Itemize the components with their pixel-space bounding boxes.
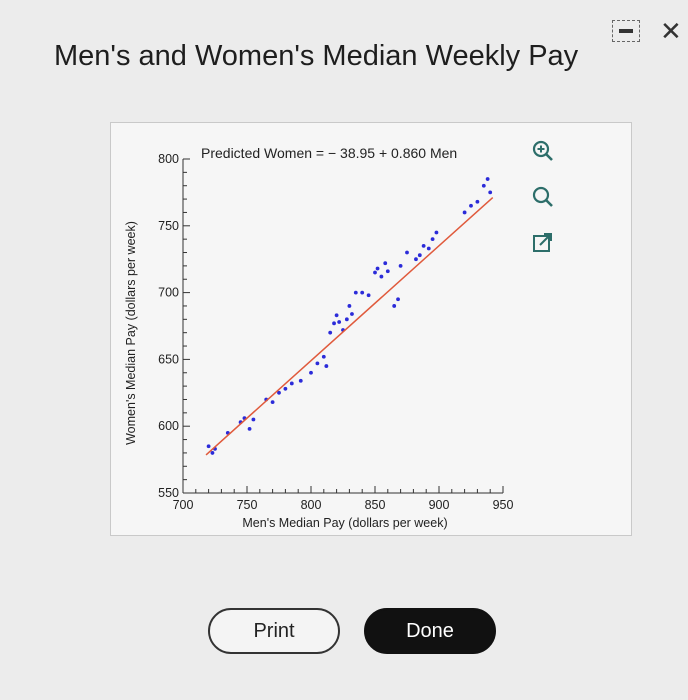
expand-button[interactable] [531,231,557,257]
data-point [375,266,380,271]
x-tick-label: 800 [301,498,322,512]
y-tick-label: 800 [158,152,179,166]
x-axis-label: Men's Median Pay (dollars per week) [242,516,447,530]
data-point [405,250,409,255]
y-tick-label: 600 [158,419,179,433]
data-point [328,330,333,335]
data-point [321,354,326,359]
data-point [488,190,493,195]
close-button[interactable]: ✕ [660,18,682,44]
expand-icon [533,233,552,252]
data-point [430,237,435,242]
data-point [379,274,384,279]
close-icon: ✕ [660,16,682,46]
zoom-in-icon [532,140,553,161]
data-point [309,370,313,375]
y-tick-label: 550 [158,486,179,500]
data-point [469,203,473,208]
data-point [350,312,354,316]
y-tick-label: 650 [158,352,179,366]
zoom-out-icon [532,186,553,207]
scatter-chart: 700 750 800 850 900 950 550 600 650 700 750 800 Pre… [124,145,513,530]
data-point [366,293,371,298]
data-point [398,263,403,268]
data-point [485,177,490,181]
data-point [289,381,294,386]
done-button[interactable]: Done [364,608,496,654]
data-point [332,321,336,326]
minimize-icon [619,29,633,33]
data-point [344,317,349,322]
data-point [315,361,320,366]
data-point [396,297,400,302]
x-tick-label: 750 [237,498,258,512]
data-point [210,451,215,455]
data-point [373,270,377,275]
y-tick-label: 750 [158,219,179,233]
zoom-in-button[interactable] [531,139,557,165]
data-point [337,320,342,324]
data-point [481,183,486,188]
data-point [383,261,388,266]
data-point [421,243,426,248]
axes: 700 750 800 850 900 950 550 600 650 700 750 800 [158,152,513,512]
y-axis-label: Women's Median Pay (dollars per week) [124,221,138,445]
data-point [426,246,431,251]
data-point [247,426,252,431]
data-point [475,199,480,204]
data-point [462,210,467,215]
data-point [334,313,339,318]
data-point [324,364,329,368]
regression-line [205,196,494,456]
x-tick-label: 950 [493,498,514,512]
x-tick-label: 700 [173,498,194,512]
data-point [392,304,397,308]
data-point [277,390,281,395]
window-title: Men's and Women's Median Weekly Pay [54,40,579,72]
data-point [360,290,365,295]
data-point [385,269,390,274]
data-point [283,386,288,391]
print-button[interactable]: Print [208,608,340,654]
data-point [353,290,358,295]
x-tick-label: 900 [429,498,450,512]
points-layer [206,177,493,455]
chart-panel: 700 750 800 850 900 950 550 600 650 700 750 800 Pre… [110,122,632,536]
data-point [414,257,418,262]
regression-equation: Predicted Women = − 38.95 + 0.860 Men [201,145,457,161]
data-point [347,304,352,308]
data-point [298,378,303,383]
zoom-out-button[interactable] [531,185,557,211]
x-tick-label: 850 [365,498,386,512]
y-tick-label: 700 [158,286,179,300]
data-point [206,444,211,449]
data-point [270,400,275,405]
data-point [417,253,422,258]
minimize-button[interactable] [612,20,640,42]
data-point [251,417,256,422]
data-point [434,230,439,235]
